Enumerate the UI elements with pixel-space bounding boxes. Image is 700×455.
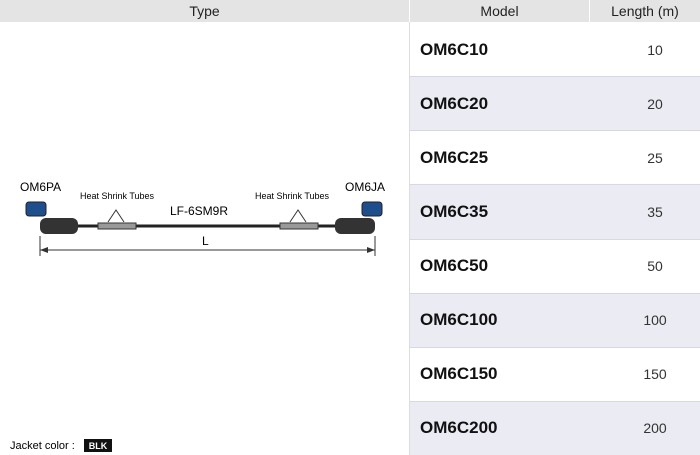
model-cell: OM6C50 (410, 238, 590, 293)
jacket-color: BLK (89, 441, 108, 451)
jacket-label: Jacket color : (10, 440, 75, 452)
length-cell: 25 (590, 130, 700, 185)
model-cell: OM6C200 (410, 400, 590, 455)
length-cell: 150 (590, 346, 700, 401)
length-cell: 10 (590, 22, 700, 77)
left-connector-label: OM6PA (20, 180, 61, 194)
cable-label: LF-6SM9R (170, 204, 228, 218)
model-cell: OM6C10 (410, 22, 590, 77)
cable-drawing (25, 201, 383, 256)
tube-left-label: Heat Shrink Tubes (80, 191, 155, 201)
cable-diagram: OM6PA Heat Shrink Tubes Heat Shrink Tube… (10, 22, 410, 455)
header-type: Type (0, 0, 410, 22)
length-cell: 50 (590, 238, 700, 293)
tube-right-label: Heat Shrink Tubes (255, 191, 330, 201)
model-cell: OM6C20 (410, 76, 590, 131)
model-cell: OM6C100 (410, 292, 590, 347)
jacket-swatch (84, 439, 112, 452)
header-length: Length (m) (590, 0, 700, 22)
header-model: Model (410, 0, 590, 22)
length-cell: 200 (590, 400, 700, 455)
right-connector-label: OM6JA (345, 180, 385, 194)
length-label: L (202, 234, 209, 248)
model-cell: OM6C150 (410, 346, 590, 401)
length-cell: 35 (590, 184, 700, 239)
model-cell: OM6C35 (410, 184, 590, 239)
model-cell: OM6C25 (410, 130, 590, 185)
length-cell: 20 (590, 76, 700, 131)
length-cell: 100 (590, 292, 700, 347)
